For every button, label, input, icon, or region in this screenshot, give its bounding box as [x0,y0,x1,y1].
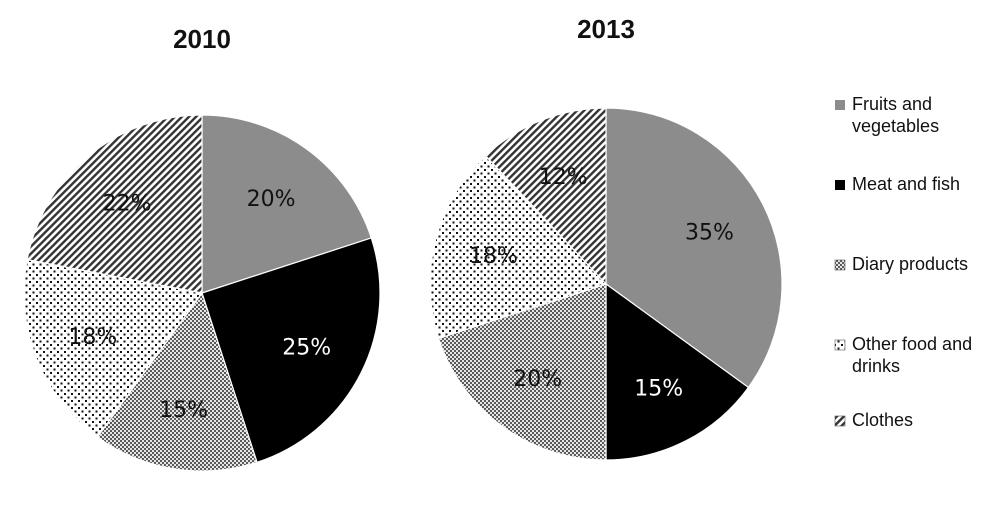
legend-label: Diary products [852,254,968,274]
slice-label-meat-and-fish: 15% [634,377,683,402]
slice-label-clothes: 12% [539,165,588,190]
pie-chart-2013: 2013 35% 15% 20% 18% 12% [429,14,783,461]
pie-slice-other-food-and-drinks [429,154,608,340]
slice-label-other-food-and-drinks: 18% [68,325,117,350]
legend-label: vegetables [852,116,939,136]
legend-label: Fruits and [852,94,932,114]
slice-label-other-food-and-drinks: 18% [469,244,518,269]
pie-chart-2010: 2010 20% 25% 15% 18% 22% [23,24,381,472]
legend-swatch [834,259,846,271]
pie-slice-fruits-and-vegetables [605,107,783,389]
slice-label-diary-products: 20% [513,367,562,392]
legend-swatch [834,339,846,351]
slice-label-meat-and-fish: 25% [282,335,331,360]
slice-label-fruits-and-vegetables: 35% [685,220,734,245]
slice-label-clothes: 22% [103,192,152,217]
pie-slice-clothes [26,114,203,294]
legend-swatch [835,180,845,190]
slice-label-diary-products: 15% [159,398,208,423]
legend-label: Other food and [852,334,972,354]
slice-label-fruits-and-vegetables: 20% [247,187,296,212]
pie-slice-meat-and-fish [201,237,381,464]
legend-label: drinks [852,356,900,376]
legend-swatch [834,415,846,427]
pie-slice-meat-and-fish [605,282,750,461]
legend-label: Clothes [852,410,913,430]
pie-slice-diary-products [437,283,607,461]
legend-swatch [835,100,845,110]
pie-slice-other-food-and-drinks [23,258,204,438]
chart-title: 2010 [173,24,231,54]
pie-slice-diary-products [96,291,258,472]
chart-title: 2013 [577,14,635,44]
legend-label: Meat and fish [852,174,960,194]
pie-slice-fruits-and-vegetables [201,114,373,294]
pie-slice-clothes [484,107,607,286]
